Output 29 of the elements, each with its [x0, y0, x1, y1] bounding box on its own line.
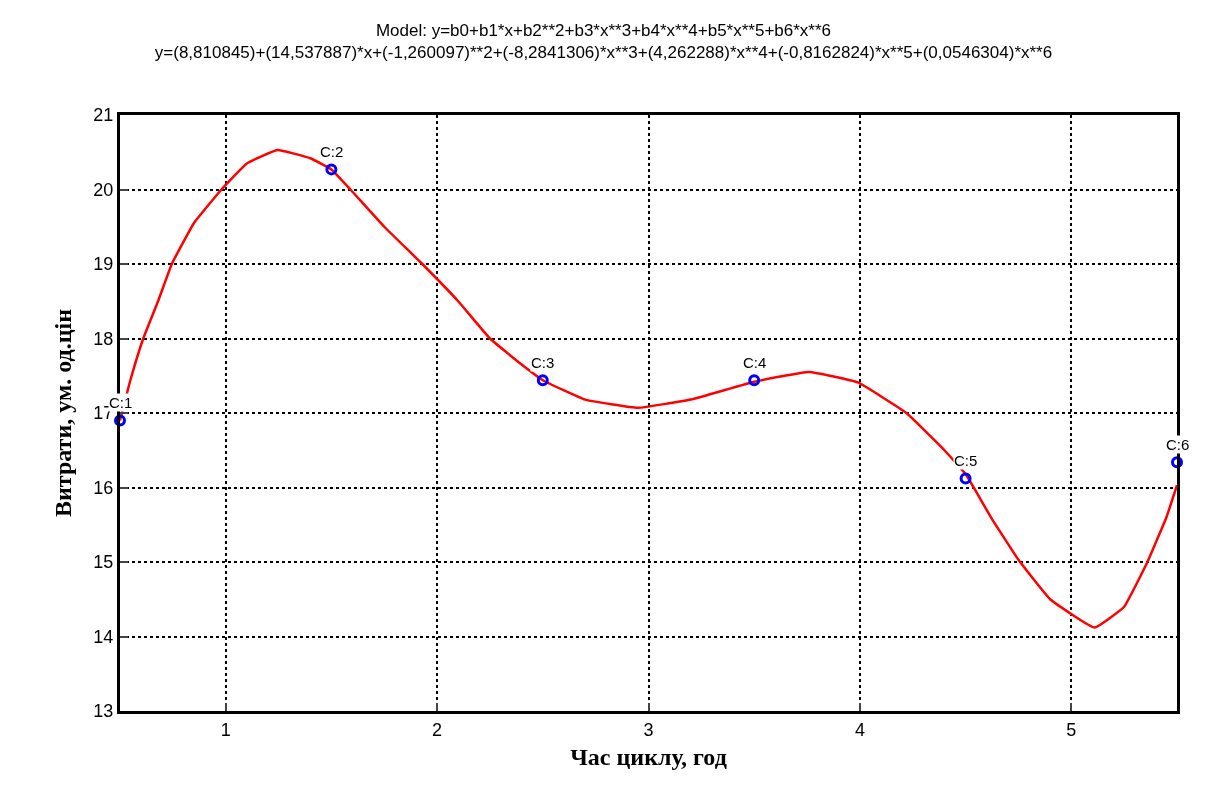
y-tick-label: 21: [93, 105, 114, 126]
annotation: C:6: [1166, 436, 1190, 453]
point: [114, 414, 126, 427]
annotation: C:3: [531, 354, 555, 371]
chart-title: Model: y=b0+b1*x+b2**2+b3*x**3+b4*x**4+b5*x**5+b6*x**6: [375, 20, 832, 40]
x-tick-label: 2: [432, 719, 443, 740]
annotation: C:4: [743, 354, 767, 371]
y-tick-label: 20: [93, 179, 114, 200]
chart-subtitle: y=(8,810845)+(14,537887)*x+(-1,260097)**2+(-8,2841306)*x**3+(4,262288)*x**4+(-0,8162824)*x**5+(0,0546304)*x**6: [154, 42, 1053, 62]
y-tick-label: 13: [93, 701, 114, 722]
point: [1171, 456, 1183, 469]
y-tick-label: 15: [93, 552, 114, 573]
y-tick-label: 19: [93, 254, 114, 275]
x-tick-label: 3: [643, 719, 654, 740]
y-tick-label: 14: [93, 626, 114, 647]
annotation: C:2: [320, 143, 344, 160]
point: [536, 374, 549, 387]
x-tick-label: 1: [220, 719, 231, 740]
y-tick-label: 16: [93, 477, 114, 498]
x-tick-label: 4: [854, 719, 865, 740]
y-tick-label: 18: [93, 328, 114, 349]
point: [748, 374, 761, 387]
annotation: C:5: [954, 452, 978, 469]
point: [325, 163, 338, 176]
x-tick-label: 5: [1066, 719, 1077, 740]
annotation: C:1: [109, 394, 133, 411]
point: [959, 472, 972, 485]
x-axis-title: Час циклу, год: [570, 743, 727, 770]
y-axis-title: Витрати, ум. од.цін: [50, 308, 77, 518]
